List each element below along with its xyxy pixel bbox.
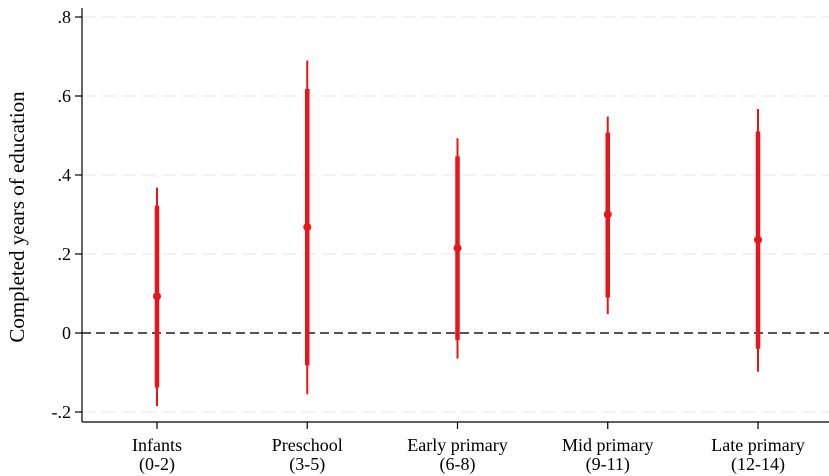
y-tick-label: .2 xyxy=(58,244,72,264)
point-estimate xyxy=(153,292,161,301)
x-category-range-label: (6-8) xyxy=(440,454,476,475)
y-axis-title: Completed years of education xyxy=(5,91,29,343)
x-category-range-label: (9-11) xyxy=(586,454,630,475)
y-tick-label: .8 xyxy=(58,7,72,27)
axes: -.2 0 .2 .4 .6 .8 Infants(0-2) Preschool(3-5) Ea… xyxy=(52,7,829,475)
x-category-label: Preschool xyxy=(272,435,343,455)
x-category-range-label: (0-2) xyxy=(139,454,175,475)
y-tick-label: 0 xyxy=(62,323,71,343)
point-estimate xyxy=(754,235,762,244)
x-category-label: Late primary xyxy=(711,435,804,455)
point-estimate xyxy=(303,223,312,232)
point-estimate xyxy=(603,210,612,219)
point-estimate xyxy=(453,244,462,253)
estimates xyxy=(153,60,762,407)
x-category-label: Infants xyxy=(132,435,182,455)
y-tick-label: .6 xyxy=(58,86,72,106)
x-category-label: Mid primary xyxy=(562,435,654,455)
y-tick-label: .4 xyxy=(58,165,72,185)
x-category-range-label: (3-5) xyxy=(289,454,325,475)
x-category-range-label: (12-14) xyxy=(731,454,785,475)
y-tick-label: -.2 xyxy=(52,402,72,422)
x-category-label: Early primary xyxy=(407,435,507,455)
